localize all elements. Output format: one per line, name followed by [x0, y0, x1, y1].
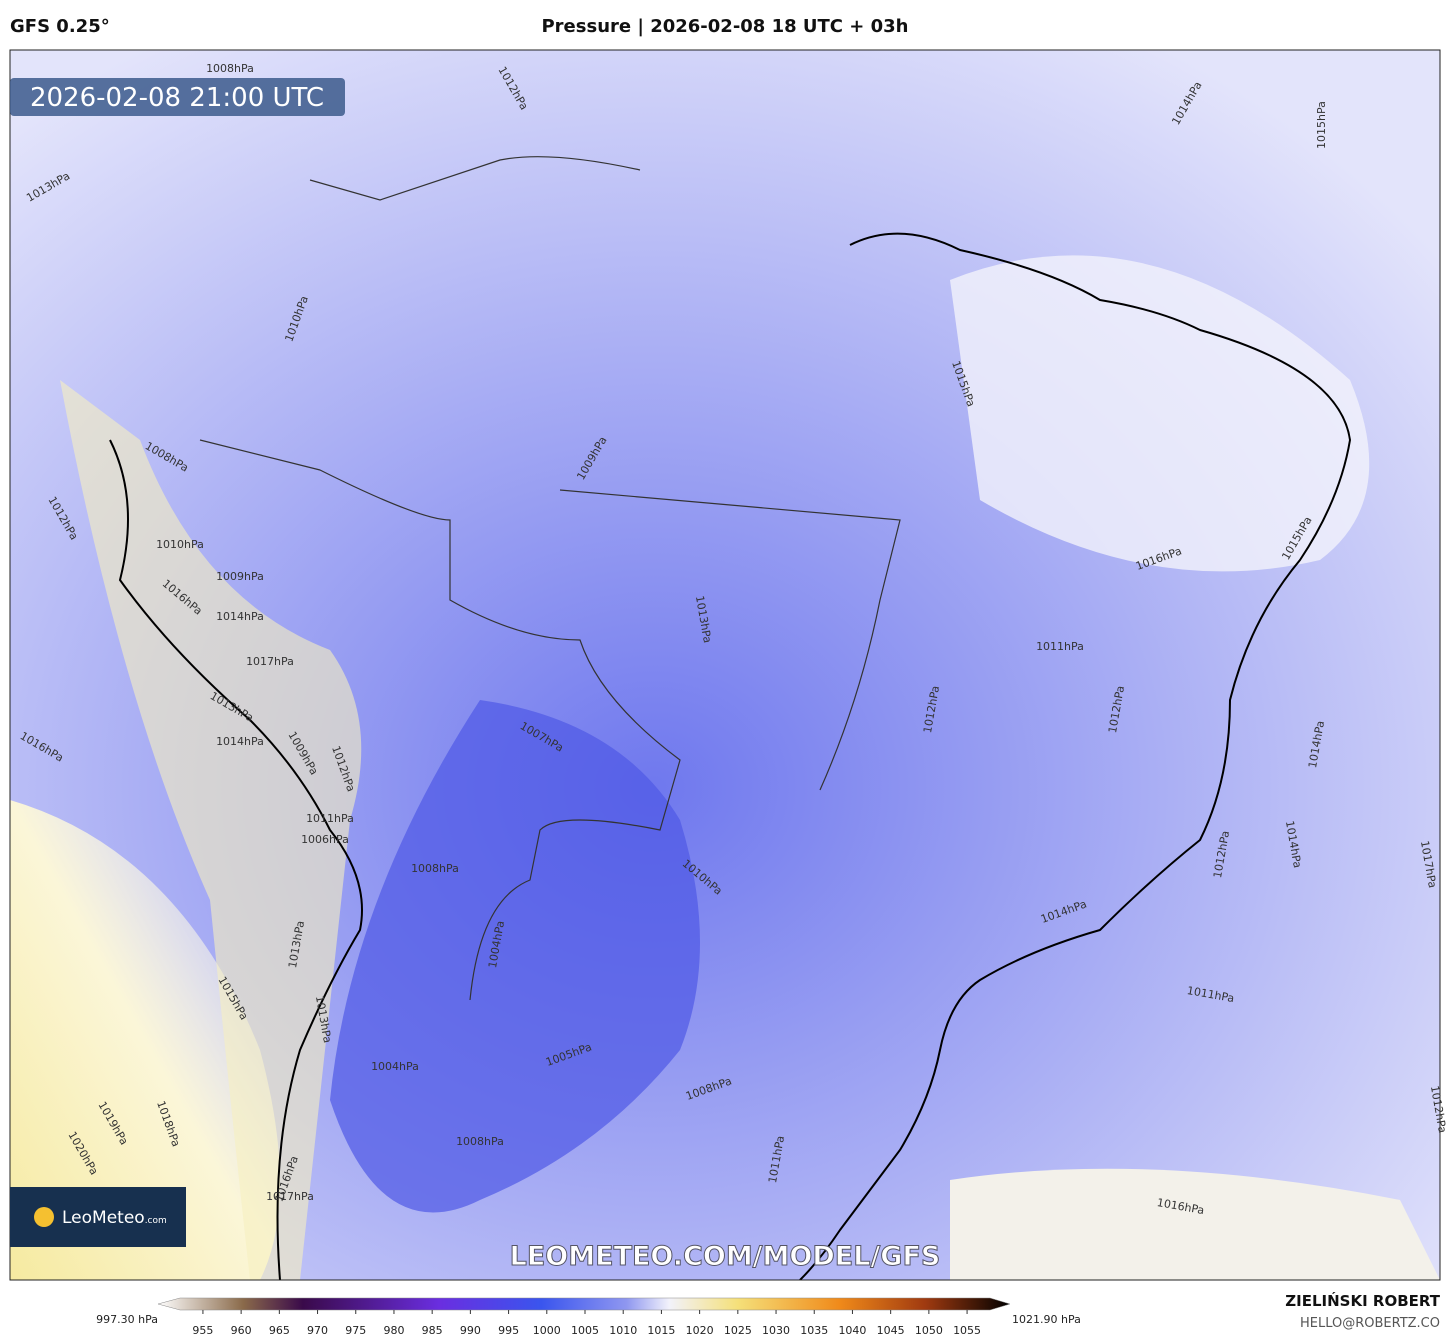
author: ZIELIŃSKI ROBERT [1285, 1291, 1440, 1310]
model-name: GFS 0.25° [10, 16, 110, 37]
coastline [109, 439, 363, 1280]
contour-label: 1014hPa [216, 610, 264, 623]
timestamp-box [10, 78, 345, 116]
logo-sun [34, 1207, 54, 1227]
map-title: Pressure | 2026-02-08 18 UTC + 03h [541, 16, 908, 37]
high-pressure-area [950, 1168, 1440, 1280]
map [10, 50, 1440, 1280]
contour-label: 1006hPa [301, 833, 349, 846]
colorbar-tick-label: 955 [192, 1324, 213, 1337]
colorbar-tick-label: 975 [345, 1324, 366, 1337]
colorbar-tick-label: 1040 [838, 1324, 866, 1337]
max-label: 1021.90 hPa [1012, 1313, 1081, 1326]
colorbar-tick-label: 1055 [953, 1324, 981, 1337]
andes-ridge [60, 380, 362, 1280]
contour-label: 1014hPa [216, 735, 264, 748]
colorbar-tick-label: 1030 [762, 1324, 790, 1337]
colorbar-tick-label: 980 [383, 1324, 404, 1337]
colorbar-tick-label: 1005 [571, 1324, 599, 1337]
min-label: 997.30 hPa [96, 1313, 158, 1326]
colorbar-tick-label: 1020 [686, 1324, 714, 1337]
colorbar-tick-label: 1050 [915, 1324, 943, 1337]
contour-label: 1008hPa [411, 862, 459, 875]
contour-label: 1017hPa [266, 1190, 314, 1203]
contour-label: 1010hPa [156, 538, 204, 551]
logo-name: LeoMeteo [62, 1208, 145, 1228]
contour-label: 1017hPa [246, 655, 294, 668]
colorbar-tick-label: 1025 [724, 1324, 752, 1337]
colorbar-tick-label: 985 [422, 1324, 443, 1337]
contour-label: 1011hPa [306, 812, 354, 825]
colorbar-tick-label: 1015 [647, 1324, 675, 1337]
contour-label: 1008hPa [456, 1135, 504, 1148]
colorbar-tick-label: 1045 [877, 1324, 905, 1337]
colorbar-tick-label: 965 [269, 1324, 290, 1337]
map-frame [9, 49, 1441, 1281]
email: HELLO@ROBERTZ.CO [1300, 1316, 1440, 1331]
contour-label: 1011hPa [1036, 640, 1084, 653]
border [199, 156, 901, 1001]
colorbar-tick-label: 990 [460, 1324, 481, 1337]
logo-text: LeoMeteo.com [62, 1208, 167, 1228]
coastline [799, 232, 1352, 1280]
colorbar-tick-label: 1000 [533, 1324, 561, 1337]
contour-label: 1004hPa [371, 1060, 419, 1073]
contour-label: 1008hPa [206, 62, 254, 75]
contour-label: 1015hPa [1315, 101, 1328, 149]
colorbar-tick-label: 1035 [800, 1324, 828, 1337]
colorbar [157, 1297, 1011, 1311]
colorbar-tick-label: 1010 [609, 1324, 637, 1337]
colorbar-tick-label: 970 [307, 1324, 328, 1337]
high-pressure-area [950, 255, 1370, 572]
colorbar-tick-label: 960 [231, 1324, 252, 1337]
watermark: LEOMETEO.COM/MODEL/GFS [510, 1241, 941, 1272]
low-pressure-area [330, 700, 700, 1213]
high-pressure-area [10, 800, 280, 1280]
contour-label: 1009hPa [216, 570, 264, 583]
colorbar-tick-label: 995 [498, 1324, 519, 1337]
timestamp: 2026-02-08 21:00 UTC [30, 83, 324, 113]
logo-suffix: .com [145, 1216, 167, 1226]
